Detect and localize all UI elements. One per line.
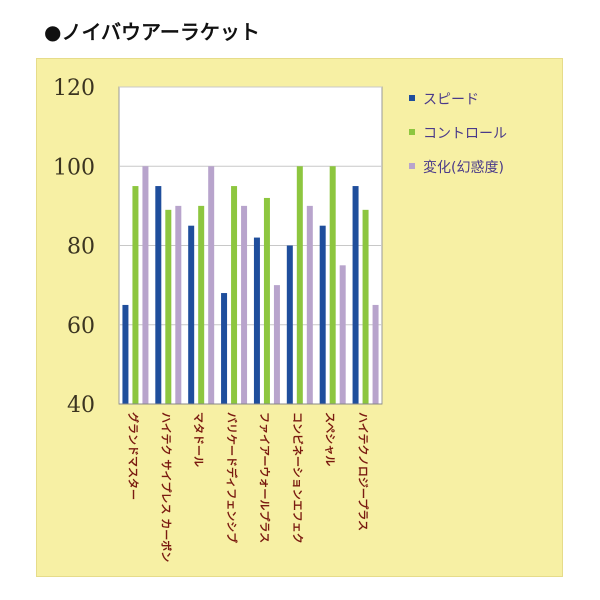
x-tick-label: コンビネーションエフェク [291,412,305,544]
x-tick-label: ハイテク サイプレス カーボン [159,412,173,562]
bar [362,209,369,404]
bar [142,166,149,404]
bar [263,197,270,404]
bar [372,304,379,404]
bar [352,186,359,404]
bar [286,245,293,404]
bar [241,205,248,404]
x-tick-label: スペシャル [324,412,337,466]
bar [132,186,139,404]
bar [329,166,336,404]
bar [319,225,326,404]
legend-swatch [409,129,415,135]
bar [231,186,238,404]
y-tick-label: 40 [67,393,95,418]
bar [122,304,129,404]
legend-label: コントロール [423,126,507,142]
legend-label: スピード [423,92,479,108]
page-title: ●ノイバウアーラケット [44,20,260,44]
bar [253,237,260,404]
legend-swatch [409,163,415,169]
chart-panel: 40 60 80 100 120 グランドマスター ハイテク サイプレス カーボン マタドール… [36,58,563,577]
x-tick-label: グランドマスター [126,412,140,500]
chart: 40 60 80 100 120 グランドマスター ハイテク サイプレス カーボン マタドール… [53,76,507,562]
bar [175,205,182,404]
bar [273,285,280,404]
x-tick-label: ハイテクノロジープラス [357,412,371,531]
bar [198,205,205,404]
x-tick-label: バリケードディフェンシブ [225,412,239,543]
bar [165,209,172,404]
bar [339,265,346,404]
y-tick-label: 120 [53,76,95,101]
y-tick-label: 80 [67,235,95,260]
y-tick-label: 60 [67,314,95,339]
legend-swatch [409,95,415,101]
x-tick-label: マタドール [192,412,205,467]
bar [221,293,228,404]
x-tick-label: ファイアーウォールプラス [258,412,272,543]
bar [188,225,195,404]
bar [306,205,313,404]
bar [296,166,303,404]
y-tick-label: 100 [53,155,95,180]
legend-label: 変化(幻惑度) [423,159,504,176]
bar [155,186,162,404]
bar [208,166,215,404]
